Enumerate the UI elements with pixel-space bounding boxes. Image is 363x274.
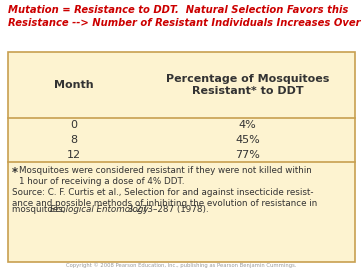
Bar bbox=[8, 52, 355, 262]
Text: 4%: 4% bbox=[238, 120, 256, 130]
Text: *: * bbox=[12, 166, 18, 179]
Text: mosquitoes,: mosquitoes, bbox=[12, 205, 68, 214]
Text: 45%: 45% bbox=[235, 135, 260, 145]
Text: 3:273–287 (1978).: 3:273–287 (1978). bbox=[125, 205, 209, 214]
Text: Copyright © 2008 Pearson Education, Inc., publishing as Pearson Benjamin Cumming: Copyright © 2008 Pearson Education, Inc.… bbox=[66, 262, 297, 268]
Text: Month: Month bbox=[54, 80, 94, 90]
Text: Mosquitoes were considered resistant if they were not killed within
1 hour of re: Mosquitoes were considered resistant if … bbox=[19, 166, 312, 186]
Text: Source: C. F. Curtis et al., Selection for and against insecticide resist-
ance : Source: C. F. Curtis et al., Selection f… bbox=[12, 188, 317, 209]
Text: 77%: 77% bbox=[235, 150, 260, 160]
Text: 0: 0 bbox=[70, 120, 77, 130]
Text: Ecological Entomology: Ecological Entomology bbox=[50, 205, 148, 214]
Text: Percentage of Mosquitoes
Resistant* to DDT: Percentage of Mosquitoes Resistant* to D… bbox=[166, 74, 329, 96]
Text: Mutation = Resistance to DDT.  Natural Selection Favors this
Resistance --> Numb: Mutation = Resistance to DDT. Natural Se… bbox=[8, 5, 363, 28]
Text: 8: 8 bbox=[70, 135, 77, 145]
Text: 12: 12 bbox=[67, 150, 81, 160]
